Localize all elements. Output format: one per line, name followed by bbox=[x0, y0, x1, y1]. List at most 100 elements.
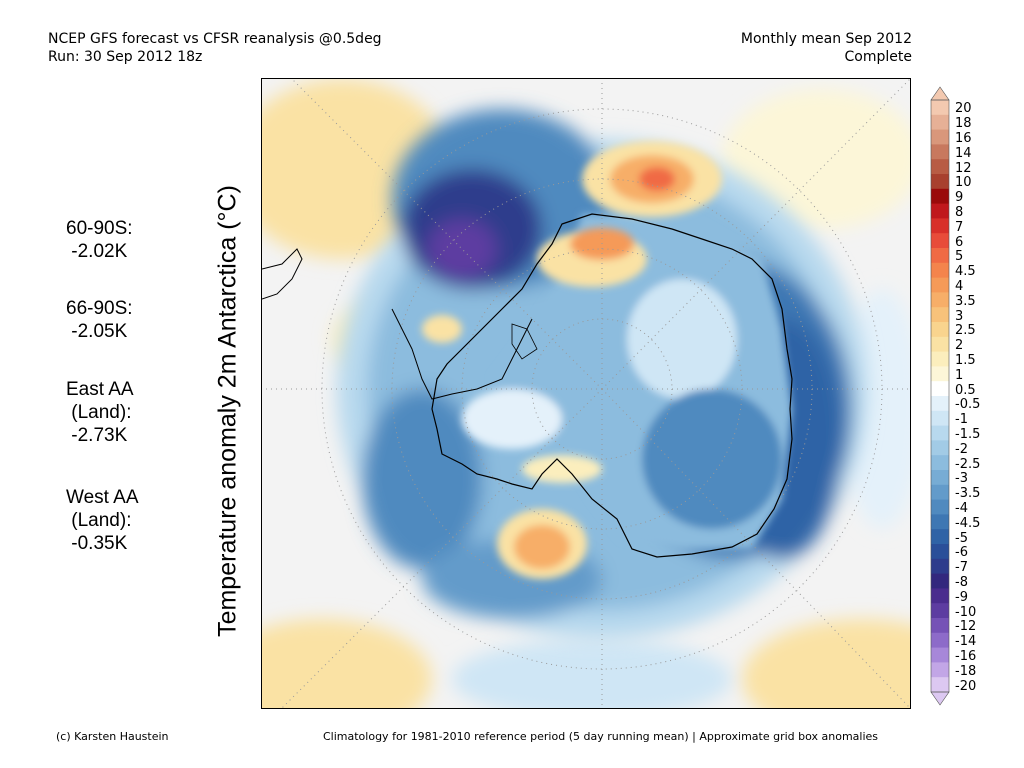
colorbar-tick-label: 0.5 bbox=[955, 382, 976, 398]
colorbar-swatch bbox=[931, 588, 949, 604]
run-time: Run: 30 Sep 2012 18z bbox=[48, 49, 203, 65]
stat-sublabel: (Land): bbox=[66, 402, 132, 423]
colorbar-tick-label: 2 bbox=[955, 338, 964, 354]
colorbar-swatch bbox=[931, 396, 949, 412]
colorbar-tick-label: 1.5 bbox=[955, 353, 976, 368]
colorbar-swatch bbox=[931, 455, 949, 471]
colorbar-tick-label: -14 bbox=[955, 634, 977, 650]
graticule bbox=[262, 79, 910, 708]
colorbar-tick-label: 3.5 bbox=[955, 293, 976, 309]
colorbar-swatch bbox=[931, 662, 949, 678]
colorbar-swatch bbox=[931, 366, 949, 382]
colorbar-tick-label: -6 bbox=[955, 545, 968, 561]
colorbar-tick-label: 7 bbox=[955, 219, 964, 235]
antarctica-coastline bbox=[431, 213, 793, 558]
colorbar-tick-label: -10 bbox=[955, 604, 977, 620]
peninsula-coastline bbox=[391, 308, 533, 400]
colorbar-swatch bbox=[931, 514, 949, 530]
continent-field bbox=[462, 214, 792, 549]
colorbar-tick-label: 16 bbox=[955, 131, 972, 146]
colorbar-min-arrow bbox=[930, 691, 950, 706]
colorbar-swatch bbox=[931, 529, 949, 545]
colorbar-tick-label: -4 bbox=[955, 501, 968, 516]
colorbar-swatch bbox=[931, 322, 949, 338]
colorbar-tick-label: -20 bbox=[955, 678, 977, 694]
stat-value: -2.73K bbox=[66, 425, 128, 446]
colorbar-tick-label: -12 bbox=[955, 619, 977, 635]
colorbar-swatch bbox=[931, 114, 949, 131]
stat-label: West AA bbox=[66, 487, 139, 508]
stat-value: -0.35K bbox=[66, 533, 128, 554]
stat-sublabel: (Land): bbox=[66, 510, 132, 531]
colorbar-tick-label: 5 bbox=[955, 249, 964, 265]
colorbar-swatch bbox=[931, 499, 949, 515]
colorbar-swatch bbox=[931, 603, 949, 619]
antarctica-anomaly-map bbox=[261, 78, 911, 709]
copyright: (c) Karsten Haustein bbox=[56, 730, 169, 743]
colorbar-swatch bbox=[931, 381, 949, 397]
colorbar-tick-label: -9 bbox=[955, 589, 968, 605]
colorbar-swatch bbox=[931, 248, 949, 264]
colorbar bbox=[930, 86, 950, 706]
colorbar-swatch bbox=[931, 292, 949, 308]
stat-west-aa: West AA (Land): -0.35K bbox=[66, 486, 139, 555]
colorbar-tick-label: -18 bbox=[955, 663, 977, 679]
warm-anomalies bbox=[422, 141, 722, 579]
colorbar-tick-label: -1.5 bbox=[955, 427, 981, 442]
south-america-tip bbox=[262, 248, 303, 300]
colorbar-swatch bbox=[931, 410, 949, 427]
stat-east-aa: East AA (Land): -2.73K bbox=[66, 378, 134, 447]
colorbar-tick-label: -3.5 bbox=[955, 486, 981, 502]
map-axis-title: Temperature anomaly 2m Antarctica (°C) bbox=[213, 185, 242, 637]
colorbar-tick-label: 6 bbox=[955, 234, 964, 250]
colorbar-swatch bbox=[931, 203, 949, 219]
colorbar-tick-label: 4 bbox=[955, 279, 964, 294]
colorbar-swatch bbox=[931, 632, 949, 649]
colorbar-swatch bbox=[931, 129, 949, 145]
stat-label: 60-90S: bbox=[66, 218, 133, 239]
colorbar-tick-label: 2.5 bbox=[955, 323, 976, 339]
colorbar-swatch bbox=[931, 425, 949, 441]
colorbar-swatch bbox=[931, 484, 949, 501]
stat-value: -2.02K bbox=[66, 241, 128, 262]
header-right: Monthly mean Sep 2012 Complete bbox=[741, 30, 912, 66]
colorbar-swatch bbox=[931, 440, 949, 456]
colorbar-tick-label: -8 bbox=[955, 575, 968, 590]
colorbar-tick-label: -0.5 bbox=[955, 397, 981, 413]
status-label: Complete bbox=[844, 49, 912, 65]
colorbar-tick-label: 3 bbox=[955, 308, 964, 324]
colorbar-swatch bbox=[931, 618, 949, 634]
stat-value: -2.05K bbox=[66, 321, 128, 342]
colorbar-swatch bbox=[931, 277, 949, 293]
colorbar-swatch bbox=[931, 336, 949, 353]
colorbar-swatch bbox=[931, 544, 949, 560]
colorbar-tick-label: 8 bbox=[955, 205, 964, 220]
colorbar-swatch bbox=[931, 558, 949, 575]
colorbar-swatch bbox=[931, 647, 949, 663]
colorbar-tick-label: -3 bbox=[955, 471, 968, 487]
period-title: Monthly mean Sep 2012 bbox=[740, 31, 912, 47]
colorbar-tick-label: -16 bbox=[955, 649, 977, 664]
colorbar-swatch bbox=[931, 307, 949, 323]
model-title: NCEP GFS forecast vs CFSR reanalysis @0.… bbox=[48, 31, 382, 47]
colorbar-swatch bbox=[931, 174, 949, 190]
colorbar-swatch bbox=[931, 573, 949, 589]
colorbar-swatch bbox=[931, 262, 949, 279]
colorbar-tick-label: 12 bbox=[955, 160, 972, 176]
colorbar-tick-label: -5 bbox=[955, 530, 968, 546]
colorbar-tick-label: 18 bbox=[955, 116, 972, 132]
ice-shelf-outline bbox=[511, 323, 538, 360]
header-left: NCEP GFS forecast vs CFSR reanalysis @0.… bbox=[48, 30, 382, 66]
colorbar-swatch bbox=[931, 677, 949, 693]
colorbar-tick-label: 20 bbox=[955, 101, 972, 117]
colorbar-swatch bbox=[931, 218, 949, 234]
colorbar-swatch bbox=[931, 144, 949, 160]
colorbar-tick-label: 1 bbox=[955, 367, 964, 383]
outer-anomaly-field bbox=[262, 79, 910, 708]
colorbar-swatch bbox=[931, 188, 949, 205]
colorbar-tick-label: 14 bbox=[955, 145, 972, 161]
stat-label: 66-90S: bbox=[66, 298, 133, 319]
colorbar-swatch bbox=[931, 351, 949, 367]
colorbar-swatch bbox=[931, 159, 949, 175]
colorbar-swatch bbox=[931, 233, 949, 249]
